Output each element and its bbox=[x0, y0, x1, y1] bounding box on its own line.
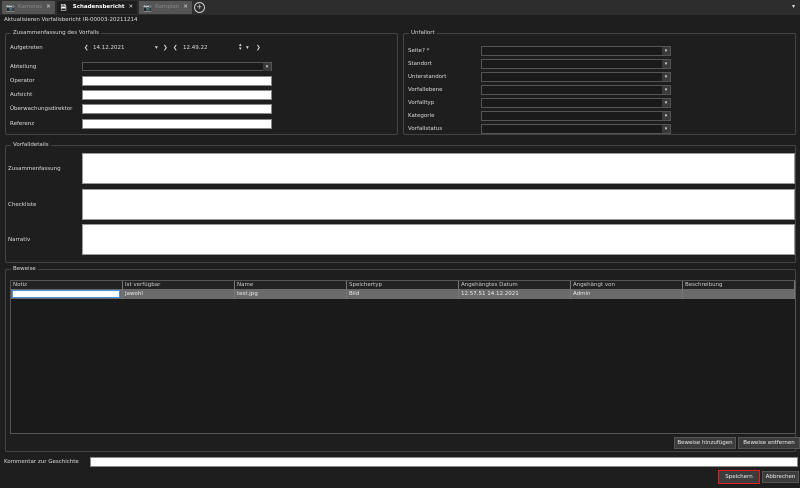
department-select[interactable]: ▾ bbox=[82, 62, 272, 71]
supervision-field[interactable] bbox=[82, 90, 272, 100]
comment-label: Kommentar zur Geschichte bbox=[4, 459, 79, 465]
close-icon[interactable]: ✕ bbox=[46, 4, 51, 10]
monitoring-director-label: Überwachungsdirektor bbox=[10, 106, 73, 112]
location-field-label: Unterstandort bbox=[408, 74, 447, 80]
group-legend: Vorfalldetails bbox=[11, 142, 51, 148]
note-cell[interactable] bbox=[11, 289, 123, 299]
table-cell bbox=[683, 289, 795, 299]
close-icon[interactable]: ✕ bbox=[183, 4, 188, 10]
chevron-down-icon: ▾ bbox=[263, 63, 271, 71]
table-cell: Admin bbox=[571, 289, 683, 299]
column-header[interactable]: Speichertyp bbox=[347, 281, 459, 289]
chevron-down-icon: ▾ bbox=[662, 47, 670, 55]
chevron-down-icon: ▾ bbox=[662, 86, 670, 94]
time-dropdown-icon[interactable]: ▾ bbox=[246, 45, 249, 51]
location-select[interactable]: ▾ bbox=[481, 111, 671, 121]
narrative-textarea[interactable] bbox=[82, 224, 795, 255]
chevron-down-icon: ▾ bbox=[662, 125, 670, 133]
reference-field[interactable] bbox=[82, 119, 272, 129]
narrative-label: Narrativ bbox=[8, 237, 31, 243]
tab-label: Schadensbericht bbox=[72, 4, 125, 10]
tab-bar: 📷 Kameras ✕ 🗎 Schadensbericht ✕ 📷 Kamplan ✕ + … bbox=[0, 0, 800, 15]
evidence-table: Notiz Ist verfügbar Name Speichertyp Ang… bbox=[10, 280, 796, 434]
supervision-label: Aufsicht bbox=[10, 92, 33, 98]
prev-time-icon[interactable]: ❮ bbox=[173, 45, 178, 51]
page-title: Aktualisieren Vorfallsbericht IR-00003-2… bbox=[4, 17, 138, 23]
next-time-icon[interactable]: ❯ bbox=[256, 45, 261, 51]
save-button[interactable]: Speichern bbox=[718, 470, 760, 484]
group-legend: Unfallort bbox=[409, 30, 437, 36]
reference-label: Referenz bbox=[10, 121, 35, 127]
column-header[interactable]: Beschreibung bbox=[683, 281, 795, 289]
location-field-label: Standort bbox=[408, 61, 432, 67]
table-row[interactable]: Jawohl test.jpg Bild 12.57.51 14.12.2021… bbox=[11, 289, 795, 299]
tab-kamplan[interactable]: 📷 Kamplan ✕ bbox=[139, 1, 192, 14]
date-dropdown-icon[interactable]: ▾ bbox=[155, 45, 158, 51]
table-cell: Jawohl bbox=[123, 289, 235, 299]
remove-evidence-button[interactable]: Beweise entfernen bbox=[738, 437, 800, 449]
incident-summary-group: Zusammenfassung des Vorfalls bbox=[5, 30, 398, 135]
add-tab-icon[interactable]: + bbox=[193, 2, 205, 13]
chevron-down-icon: ▾ bbox=[662, 73, 670, 81]
location-field-label: Kategorie bbox=[408, 113, 435, 119]
date-field[interactable]: 14.12.2021 bbox=[93, 45, 125, 51]
column-header[interactable]: Angehängtes Datum bbox=[459, 281, 571, 289]
operator-label: Operator bbox=[10, 78, 35, 84]
operator-field[interactable] bbox=[82, 76, 272, 86]
location-select[interactable]: ▾ bbox=[481, 46, 671, 56]
note-input[interactable] bbox=[12, 290, 120, 298]
group-legend: Beweise bbox=[11, 266, 38, 272]
comment-field[interactable] bbox=[90, 457, 798, 467]
details-group: Vorfalldetails bbox=[5, 142, 796, 263]
table-header: Notiz Ist verfügbar Name Speichertyp Ang… bbox=[11, 281, 795, 289]
chevron-down-icon: ▾ bbox=[662, 112, 670, 120]
group-legend: Zusammenfassung des Vorfalls bbox=[11, 30, 102, 36]
tab-label: Kameras bbox=[18, 4, 43, 10]
menu-icon[interactable]: ▾ bbox=[792, 3, 796, 10]
column-header[interactable]: Notiz bbox=[11, 281, 123, 289]
location-group: Unfallort bbox=[403, 30, 796, 135]
time-field[interactable]: 12.49.22 bbox=[183, 45, 208, 51]
department-label: Abteilung bbox=[10, 64, 37, 70]
column-header[interactable]: Angehängt von bbox=[571, 281, 683, 289]
checklist-label: Checkliste bbox=[8, 202, 37, 208]
tab-kameras[interactable]: 📷 Kameras ✕ bbox=[2, 1, 55, 14]
location-select[interactable]: ▾ bbox=[481, 59, 671, 69]
table-cell: Bild bbox=[347, 289, 459, 299]
add-evidence-button[interactable]: Beweise hinzufügen bbox=[674, 437, 736, 449]
location-field-label: Vorfallebene bbox=[408, 87, 443, 93]
close-icon[interactable]: ✕ bbox=[128, 4, 134, 10]
cancel-button[interactable]: Abbrechen bbox=[762, 471, 799, 483]
location-select[interactable]: ▾ bbox=[481, 98, 671, 108]
column-header[interactable]: Ist verfügbar bbox=[123, 281, 235, 289]
chevron-down-icon: ▾ bbox=[662, 99, 670, 107]
location-field-label: Seite? * bbox=[408, 48, 430, 54]
table-cell: test.jpg bbox=[235, 289, 347, 299]
summary-label: Zusammenfassung bbox=[8, 166, 61, 172]
location-field-label: Vorfallstatus bbox=[408, 126, 443, 132]
monitoring-director-field[interactable] bbox=[82, 104, 272, 114]
chevron-down-icon: ▾ bbox=[662, 60, 670, 68]
location-select[interactable]: ▾ bbox=[481, 124, 671, 134]
checklist-textarea[interactable] bbox=[82, 189, 795, 220]
summary-textarea[interactable] bbox=[82, 153, 795, 184]
tab-schadensbericht[interactable]: 🗎 Schadensbericht ✕ bbox=[56, 1, 138, 14]
document-icon: 🗎 bbox=[60, 4, 67, 12]
location-select[interactable]: ▾ bbox=[481, 85, 671, 95]
time-spinner-icon[interactable]: ▴ ▾ bbox=[239, 42, 242, 52]
column-header[interactable]: Name bbox=[235, 281, 347, 289]
camera-icon: 📷 bbox=[143, 4, 152, 12]
next-date-icon[interactable]: ❯ bbox=[163, 45, 168, 51]
location-select[interactable]: ▾ bbox=[481, 72, 671, 82]
camera-icon: 📷 bbox=[6, 4, 15, 12]
tab-label: Kamplan bbox=[155, 4, 180, 10]
location-field-label: Vorfalltyp bbox=[408, 100, 435, 106]
table-cell: 12.57.51 14.12.2021 bbox=[459, 289, 571, 299]
prev-date-icon[interactable]: ❮ bbox=[84, 45, 89, 51]
occurred-label: Aufgetreten bbox=[10, 45, 43, 51]
